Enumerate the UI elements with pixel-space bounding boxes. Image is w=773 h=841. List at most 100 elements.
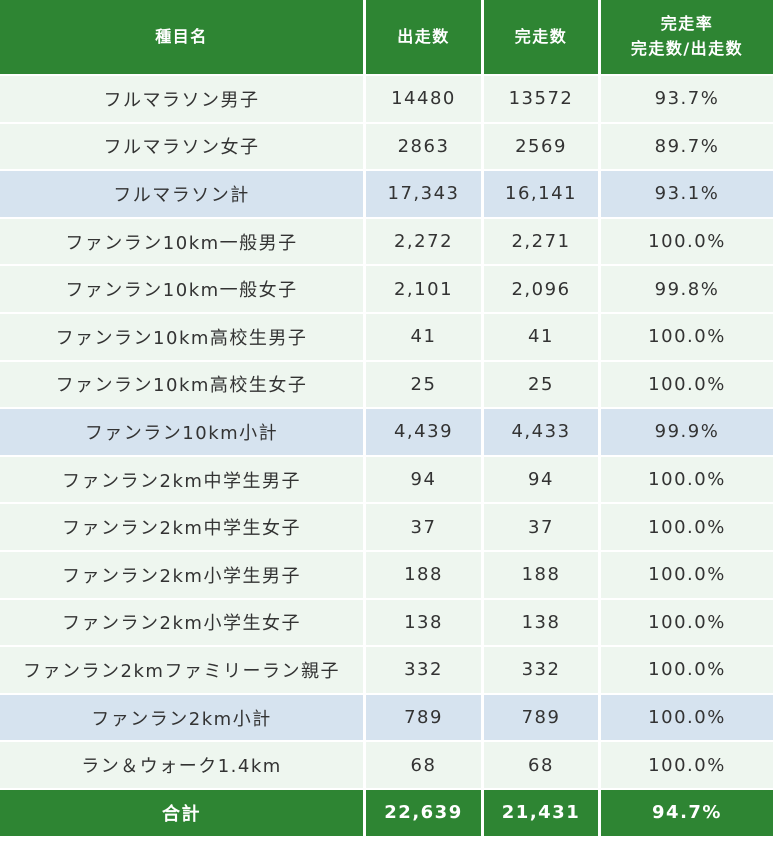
cell-finishers: 41 <box>484 313 601 362</box>
entries-value: 14480 <box>391 88 456 110</box>
cell-entries: 68 <box>366 742 484 790</box>
category-name: ファンラン2km小学生女子 <box>62 613 301 635</box>
total-finishers-value: 21,431 <box>501 802 581 824</box>
finishers-value: 2,271 <box>511 231 571 253</box>
cell-finishers: 4,433 <box>484 409 601 457</box>
entries-value: 4,439 <box>393 421 454 443</box>
cell-finishers: 2,271 <box>484 218 601 267</box>
cell-category: ファンラン2km小計 <box>0 694 366 743</box>
category-name: ファンラン10km小計 <box>84 422 279 444</box>
rate-value: 100.0% <box>648 754 726 776</box>
category-name: ファンラン2km中学生男子 <box>62 470 301 492</box>
cell-category: フルマラソン男子 <box>0 76 366 124</box>
cell-entries: 188 <box>366 551 484 600</box>
category-name: ファンラン2km中学生女子 <box>62 518 301 540</box>
cell-rate: 93.7% <box>601 76 773 124</box>
entries-value: 17,343 <box>387 183 460 205</box>
cell-category: ファンラン2km小学生女子 <box>0 599 366 648</box>
header-finishers-label: 完走数 <box>514 26 568 46</box>
entries-value: 188 <box>404 564 443 586</box>
cell-entries: 2863 <box>366 123 484 172</box>
cell-rate: 100.0% <box>601 551 773 600</box>
cell-entries: 2,272 <box>366 218 484 267</box>
entries-value: 2863 <box>397 135 450 157</box>
cell-rate: 100.0% <box>601 504 773 552</box>
header-finishers: 完走数 <box>484 0 601 76</box>
cell-category: フルマラソン計 <box>0 171 366 219</box>
cell-category: フルマラソン女子 <box>0 123 366 172</box>
cell-category: ファンラン2km中学生女子 <box>0 504 366 552</box>
finishers-value: 2569 <box>515 135 567 157</box>
cell-finishers: 2569 <box>484 123 601 172</box>
category-name: フルマラソン男子 <box>103 89 260 111</box>
cell-entries: 94 <box>366 456 484 505</box>
total-rate: 94.7% <box>601 789 773 838</box>
finishers-value: 37 <box>528 516 554 538</box>
rate-value: 99.9% <box>654 421 720 443</box>
finishers-value: 789 <box>521 707 561 729</box>
cell-category: ラン＆ウォーク1.4km <box>0 742 366 790</box>
finishers-value: 4,433 <box>511 421 571 443</box>
finishers-value: 68 <box>528 754 554 776</box>
cell-entries: 332 <box>366 647 484 695</box>
rate-value: 99.8% <box>654 278 720 300</box>
rate-value: 100.0% <box>648 469 726 491</box>
finishers-value: 13572 <box>508 88 574 110</box>
finishers-value: 188 <box>521 564 561 586</box>
cell-finishers: 789 <box>484 694 601 743</box>
cell-category: ファンラン10km高校生男子 <box>0 313 366 362</box>
rate-value: 100.0% <box>648 326 726 348</box>
cell-category: ファンラン2km中学生男子 <box>0 456 366 505</box>
cell-category: ファンラン10km小計 <box>0 409 366 457</box>
header-entries: 出走数 <box>366 0 484 76</box>
cell-rate: 99.8% <box>601 266 773 314</box>
cell-finishers: 13572 <box>484 76 601 124</box>
entries-value: 68 <box>410 754 437 776</box>
entries-value: 2,101 <box>393 278 454 300</box>
cell-entries: 17,343 <box>366 171 484 219</box>
entries-value: 41 <box>410 326 437 348</box>
total-entries-value: 22,639 <box>384 802 463 824</box>
cell-category: ファンラン2km小学生男子 <box>0 551 366 600</box>
cell-category: ファンラン10km一般男子 <box>0 218 366 267</box>
cell-finishers: 138 <box>484 599 601 648</box>
cell-rate: 100.0% <box>601 456 773 505</box>
cell-rate: 89.7% <box>601 123 773 172</box>
rate-value: 100.0% <box>648 564 726 586</box>
entries-value: 789 <box>404 707 443 729</box>
entries-value: 2,272 <box>393 231 454 253</box>
finishers-value: 332 <box>521 659 561 681</box>
rate-value: 100.0% <box>648 611 726 633</box>
category-name: ファンラン10km高校生男子 <box>55 327 308 349</box>
cell-rate: 100.0% <box>601 218 773 267</box>
cell-entries: 4,439 <box>366 409 484 457</box>
finishers-value: 94 <box>528 469 554 491</box>
category-name: ファンラン10km高校生女子 <box>55 375 308 397</box>
cell-rate: 100.0% <box>601 694 773 743</box>
cell-finishers: 37 <box>484 504 601 552</box>
category-name: フルマラソン女子 <box>103 137 260 159</box>
cell-finishers: 332 <box>484 647 601 695</box>
category-name: ファンラン10km一般男子 <box>65 232 298 254</box>
cell-entries: 41 <box>366 313 484 362</box>
cell-rate: 100.0% <box>601 742 773 790</box>
rate-value: 100.0% <box>648 659 726 681</box>
cell-entries: 138 <box>366 599 484 648</box>
finishers-value: 138 <box>521 611 561 633</box>
total-rate-value: 94.7% <box>652 802 722 824</box>
rate-value: 93.7% <box>654 88 720 110</box>
finishers-value: 2,096 <box>511 278 571 300</box>
category-name: ファンラン2km小学生男子 <box>62 565 301 587</box>
cell-finishers: 16,141 <box>484 171 601 219</box>
cell-rate: 99.9% <box>601 409 773 457</box>
header-rate: 完走率 完走数/出走数 <box>601 0 773 76</box>
entries-value: 332 <box>404 659 443 681</box>
category-name: フルマラソン計 <box>113 184 250 206</box>
cell-rate: 100.0% <box>601 313 773 362</box>
entries-value: 94 <box>410 469 437 491</box>
cell-category: ファンラン2kmファミリーラン親子 <box>0 647 366 695</box>
cell-category: ファンラン10km高校生女子 <box>0 361 366 410</box>
total-category: 合計 <box>0 789 366 838</box>
header-category: 種目名 <box>0 0 366 76</box>
